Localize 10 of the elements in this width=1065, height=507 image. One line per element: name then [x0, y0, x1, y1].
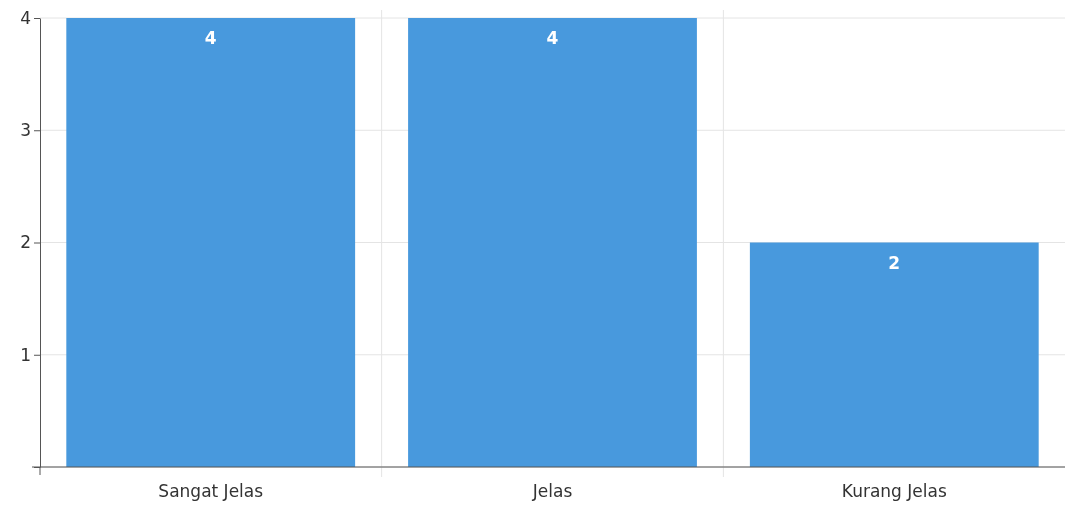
y-tick-label: 4 [20, 7, 31, 28]
y-tick-label: 3 [20, 120, 31, 141]
data-label: 4 [204, 28, 217, 48]
data-label: 2 [888, 252, 901, 273]
y-tick-label: 2 [20, 232, 31, 253]
x-tick-label: Sangat Jelas [158, 481, 264, 502]
x-tick-label: Kurang Jelas [841, 481, 947, 502]
y-tick-label: 1 [20, 344, 31, 365]
x-tick-label: Jelas [531, 481, 573, 502]
data-label: 4 [546, 28, 559, 48]
